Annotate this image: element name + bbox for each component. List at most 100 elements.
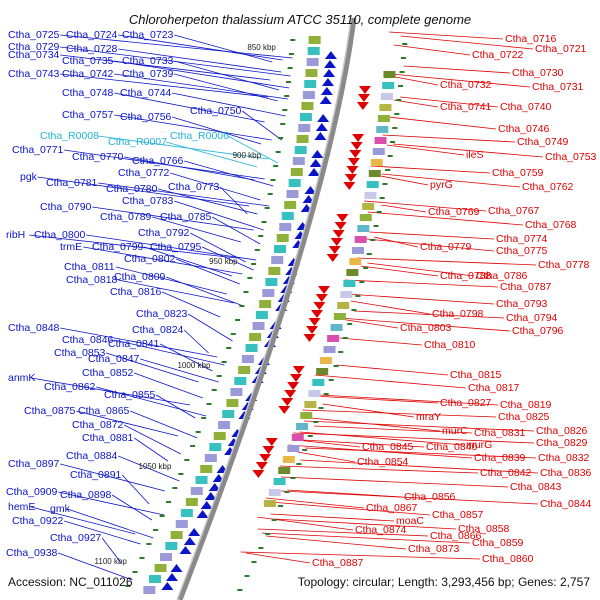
gene-label[interactable]: Ctha_0844 [540,498,592,510]
gene-label[interactable]: Ctha_R0006 [170,130,229,142]
gene-label[interactable]: trmE [60,241,82,253]
gene-label[interactable]: Ctha_0788 [440,270,492,282]
gene-label[interactable]: Ctha_0839 [474,452,526,464]
gene-label[interactable]: Ctha_0802 [124,253,176,265]
gene-label[interactable]: Ctha_0817 [468,382,520,394]
gene-label[interactable]: Ctha_0891 [70,469,122,481]
gene-label[interactable]: Ctha_0798 [432,308,484,320]
gene-label[interactable]: Ctha_0922 [12,515,64,527]
gene-label[interactable]: Ctha_0790 [40,201,92,213]
gene-label[interactable]: Ctha_0836 [540,467,592,479]
gene-label[interactable]: Ctha_0825 [498,411,550,423]
gene-label[interactable]: Ctha_0729 [8,41,60,53]
gene-label[interactable]: Ctha_0748 [62,87,114,99]
gene-label[interactable]: Ctha_0854 [357,456,409,468]
gene-label[interactable]: Ctha_0862 [44,381,96,393]
gene-label[interactable]: Ctha_0867 [366,502,418,514]
gene-label[interactable]: Ctha_0722 [472,49,524,61]
gene-label[interactable]: Ctha_0741 [440,101,492,113]
gene-label[interactable]: Ctha_0725 [8,29,60,41]
gene-label[interactable]: Ctha_R0007 [108,136,167,148]
gene-label[interactable]: ribH [6,229,25,241]
gene-label[interactable]: Ctha_0740 [500,101,552,113]
gene-label[interactable]: Ctha_0824 [132,324,184,336]
gene-label[interactable]: Ctha_0803 [400,322,452,334]
gene-label[interactable]: Ctha_0768 [525,219,577,231]
gene-label[interactable]: Ctha_0783 [122,195,174,207]
gene-label[interactable]: Ctha_0744 [120,87,172,99]
gene-label[interactable]: moaC [396,515,424,527]
gene-label[interactable]: Ctha_0860 [482,553,534,565]
gene-label[interactable]: Ctha_0795 [150,241,202,253]
gene-label[interactable]: Ctha_0728 [66,43,118,55]
gene-label[interactable]: Ctha_0787 [500,281,552,293]
gene-label[interactable]: Ctha_R0008 [40,130,99,142]
gene-label[interactable]: Ctha_0815 [450,369,502,381]
gene-label[interactable]: Ctha_0753 [545,151,597,163]
gene-label[interactable]: Ctha_0897 [8,458,60,470]
gene-label[interactable]: Ctha_0732 [440,79,492,91]
gene-label[interactable]: Ctha_0746 [498,123,550,135]
gene-label[interactable]: Ctha_0779 [420,241,472,253]
gene-label[interactable]: Ctha_0723 [122,29,174,41]
gene-label[interactable]: Ctha_0845 [362,441,414,453]
gene-label[interactable]: Ctha_0866 [430,530,482,542]
gene-label[interactable]: Ctha_0872 [72,419,124,431]
gene-label[interactable]: Ctha_0716 [505,33,557,45]
gene-label[interactable]: Ctha_0743 [8,68,60,80]
gene-label[interactable]: Ctha_0855 [104,389,156,401]
gene-label[interactable]: Ctha_0852 [82,367,134,379]
gene-label[interactable]: Ctha_0721 [535,43,587,55]
gene-label[interactable]: Ctha_0757 [62,109,114,121]
gene-label[interactable]: Ctha_0831 [474,427,526,439]
gene-label[interactable]: anmK [8,372,35,384]
gene-label[interactable]: Ctha_0730 [512,67,564,79]
gene-label[interactable]: Ctha_0773 [168,181,220,193]
gene-label[interactable]: Ctha_0881 [82,432,134,444]
gene-label[interactable]: Ctha_0793 [496,298,548,310]
gene-label[interactable]: Ctha_0875 [24,405,76,417]
gene-label[interactable]: Ctha_0843 [510,481,562,493]
gene-label[interactable]: Ctha_0827 [440,397,492,409]
gene-label[interactable]: mraY [416,411,441,423]
gene-label[interactable]: Ctha_0800 [34,229,86,241]
gene-label[interactable]: Ctha_0775 [496,245,548,257]
gene-label[interactable]: Ctha_0799 [92,241,144,253]
gene-label[interactable]: Ctha_0847 [88,353,140,365]
gene-label[interactable]: Ctha_0789 [100,211,152,223]
gene-label[interactable]: Ctha_0856 [404,491,456,503]
gene-label[interactable]: Ctha_0796 [512,325,564,337]
gene-label[interactable]: Ctha_0829 [536,437,588,449]
gene-label[interactable]: Ctha_0887 [312,557,364,569]
gene-label[interactable]: gmk [50,503,71,515]
gene-label[interactable]: murC [442,425,468,437]
gene-label[interactable]: Ctha_0756 [120,111,172,123]
gene-label[interactable]: Ctha_0769 [428,206,480,218]
gene-label[interactable]: Ctha_0846 [62,334,114,346]
gene-label[interactable]: pgk [20,171,38,183]
gene-label[interactable]: Ctha_0853 [54,347,106,359]
gene-label[interactable]: Ctha_0766 [132,155,184,167]
gene-label[interactable]: Ctha_0750 [190,105,242,117]
gene-label[interactable]: Ctha_0778 [538,259,590,271]
gene-label[interactable]: Ctha_0873 [408,543,460,555]
gene-label[interactable]: Ctha_0810 [424,339,476,351]
gene-label[interactable]: Ctha_0832 [538,452,590,464]
gene-label[interactable]: Ctha_0811 [64,261,115,273]
gene-label[interactable]: Ctha_0771 [12,144,64,156]
gene-label[interactable]: Ctha_0874 [355,524,407,536]
gene-label[interactable]: Ctha_0739 [122,68,174,80]
gene-label[interactable]: Ctha_0865 [78,405,130,417]
gene-label[interactable]: Ctha_0785 [160,211,212,223]
gene-label[interactable]: Ctha_0826 [536,425,588,437]
gene-label[interactable]: Ctha_0781 [46,177,98,189]
gene-label[interactable]: Ctha_0759 [492,167,544,179]
gene-label[interactable]: Ctha_0809 [114,271,166,283]
gene-label[interactable]: Ctha_0842 [480,467,532,479]
gene-label[interactable]: Ctha_0774 [496,233,548,245]
gene-label[interactable]: Ctha_0898 [60,489,112,501]
gene-label[interactable]: Ctha_0841 [108,338,160,350]
gene-label[interactable]: Ctha_0772 [118,167,170,179]
gene-label[interactable]: Ctha_0767 [488,205,540,217]
gene-label[interactable]: Ctha_0884 [66,450,118,462]
